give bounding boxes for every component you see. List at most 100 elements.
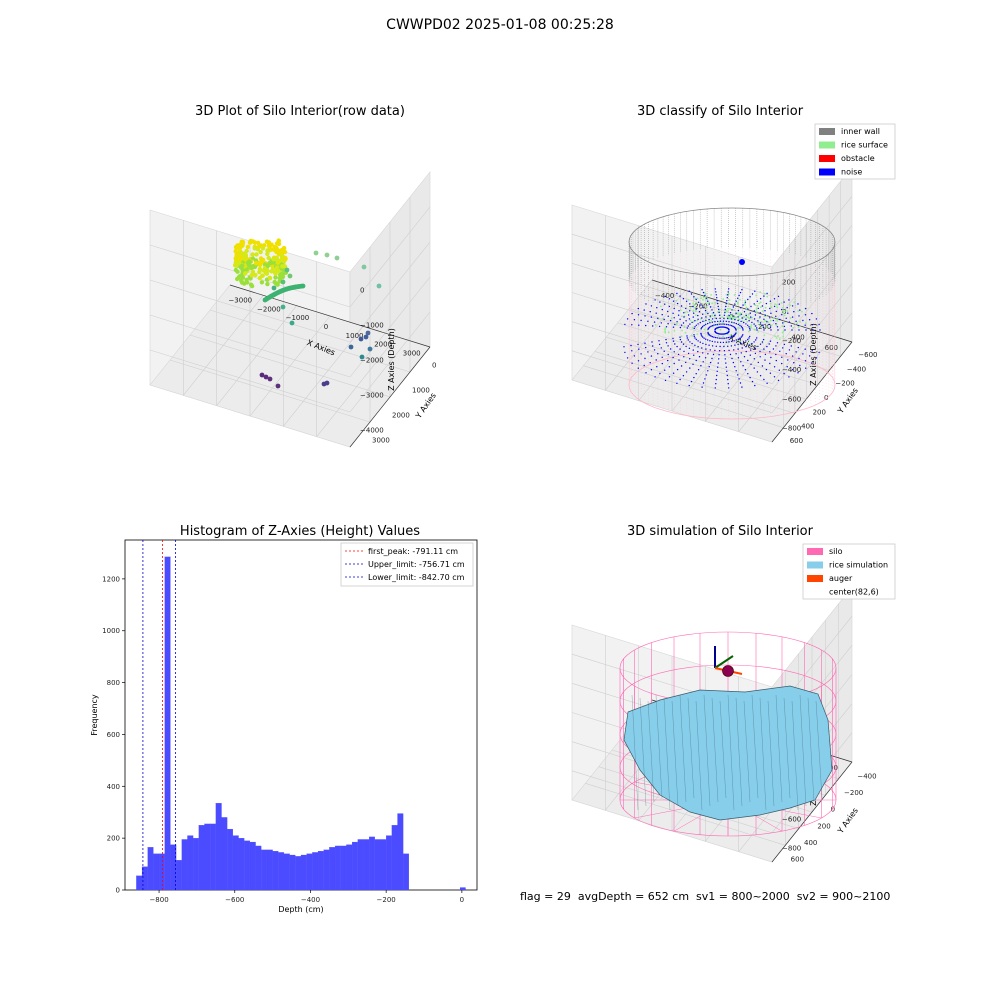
rice-mesh-line (783, 697, 791, 799)
noise-point (679, 336, 681, 338)
raw-point (275, 383, 281, 389)
grid-line (571, 350, 773, 414)
noise-point (644, 357, 646, 360)
noise-point (655, 359, 657, 361)
noise-point (805, 307, 807, 310)
noise-point (700, 332, 702, 335)
noise-point (640, 319, 642, 322)
raw-point (257, 269, 262, 275)
z-axis-label: Z Axies (Depth) (387, 328, 396, 391)
histogram-bar (334, 845, 341, 891)
noise-point (743, 341, 745, 343)
noise-point (720, 326, 723, 328)
histogram-bar (386, 835, 392, 891)
histogram-bar (170, 844, 177, 891)
raw-point (271, 260, 276, 265)
raw-point (259, 259, 264, 265)
noise-point (782, 322, 784, 324)
noise-point (667, 345, 669, 347)
noise-point (772, 348, 775, 350)
raw-point (281, 271, 286, 277)
panel2-3d-classify: −400−2000200400600−600−400−2000200400600… (571, 123, 896, 445)
noise-point (631, 350, 633, 352)
noise-point (700, 304, 702, 306)
noise-point (708, 366, 710, 368)
noise-point (779, 350, 781, 352)
rice-surface-point (793, 301, 796, 304)
noise-point (739, 291, 742, 294)
noise-point (672, 340, 675, 342)
noise-point (714, 330, 716, 332)
noise-point (753, 318, 756, 320)
noise-point (705, 316, 707, 318)
rice-surface-point (691, 326, 694, 329)
noise-point (668, 376, 671, 378)
x-tick-label: 0 (460, 896, 464, 904)
noise-point (729, 324, 731, 326)
noise-point (733, 340, 735, 342)
noise-point (783, 325, 786, 328)
noise-point (693, 376, 695, 379)
noise-point (716, 374, 718, 377)
noise-point (733, 334, 735, 337)
noise-point (667, 315, 669, 317)
center-marker (722, 665, 734, 677)
rice-surface-point (761, 326, 764, 329)
noise-point (649, 311, 651, 313)
noise-point (724, 337, 726, 339)
noise-point (740, 361, 742, 363)
histogram-bar (323, 849, 330, 891)
rice-surface-point (729, 307, 731, 310)
noise-point (728, 321, 730, 323)
noise-point (658, 343, 661, 346)
noise-point (749, 296, 751, 298)
noise-point (740, 336, 742, 338)
z-tick-label: −600 (782, 395, 801, 403)
rice-mesh-line (695, 700, 703, 811)
histogram-bar (278, 852, 285, 891)
rice-surface-point (692, 320, 695, 323)
histogram-bar (266, 849, 273, 891)
rice-surface-point (782, 312, 785, 315)
raw-point (249, 265, 254, 271)
noise-point (694, 344, 696, 346)
rice-surface-point (776, 320, 779, 322)
rice-surface-point (770, 324, 773, 327)
noise-point (772, 319, 775, 322)
x-axis-label: Depth (cm) (278, 905, 323, 914)
rice-surface-point (727, 302, 729, 305)
noise-point (709, 315, 711, 317)
histogram-bar (227, 828, 233, 891)
noise-point (769, 340, 772, 342)
footer-stats: flag = 29 avgDepth = 652 cm sv1 = 800~20… (520, 890, 891, 903)
y-tick-label: 1200 (102, 575, 120, 583)
raw-point (238, 255, 243, 260)
raw-point (259, 372, 265, 378)
noise-point (775, 323, 777, 325)
histogram-bar (459, 887, 466, 890)
noise-point (708, 318, 710, 321)
noise-point (797, 303, 799, 305)
noise-point (770, 356, 772, 359)
rice-mesh-line (663, 697, 671, 811)
noise-point (631, 324, 633, 326)
noise-point (749, 327, 751, 330)
noise-point (667, 323, 669, 325)
noise-point (692, 316, 694, 318)
raw-point (239, 239, 244, 244)
noise-point (759, 312, 761, 314)
noise-point (645, 372, 647, 374)
noise-point (756, 300, 759, 302)
noise-point (698, 311, 701, 313)
noise-point (737, 374, 739, 376)
y-tick-label: 2000 (392, 412, 410, 420)
rice-surface-point (694, 310, 697, 313)
noise-point (723, 350, 726, 352)
noise-point (667, 310, 669, 313)
raw-point (274, 255, 279, 260)
noise-point (685, 300, 688, 302)
noise-point (804, 360, 807, 362)
raw-point (272, 279, 277, 285)
noise-point (697, 340, 699, 342)
noise-point (650, 305, 653, 307)
